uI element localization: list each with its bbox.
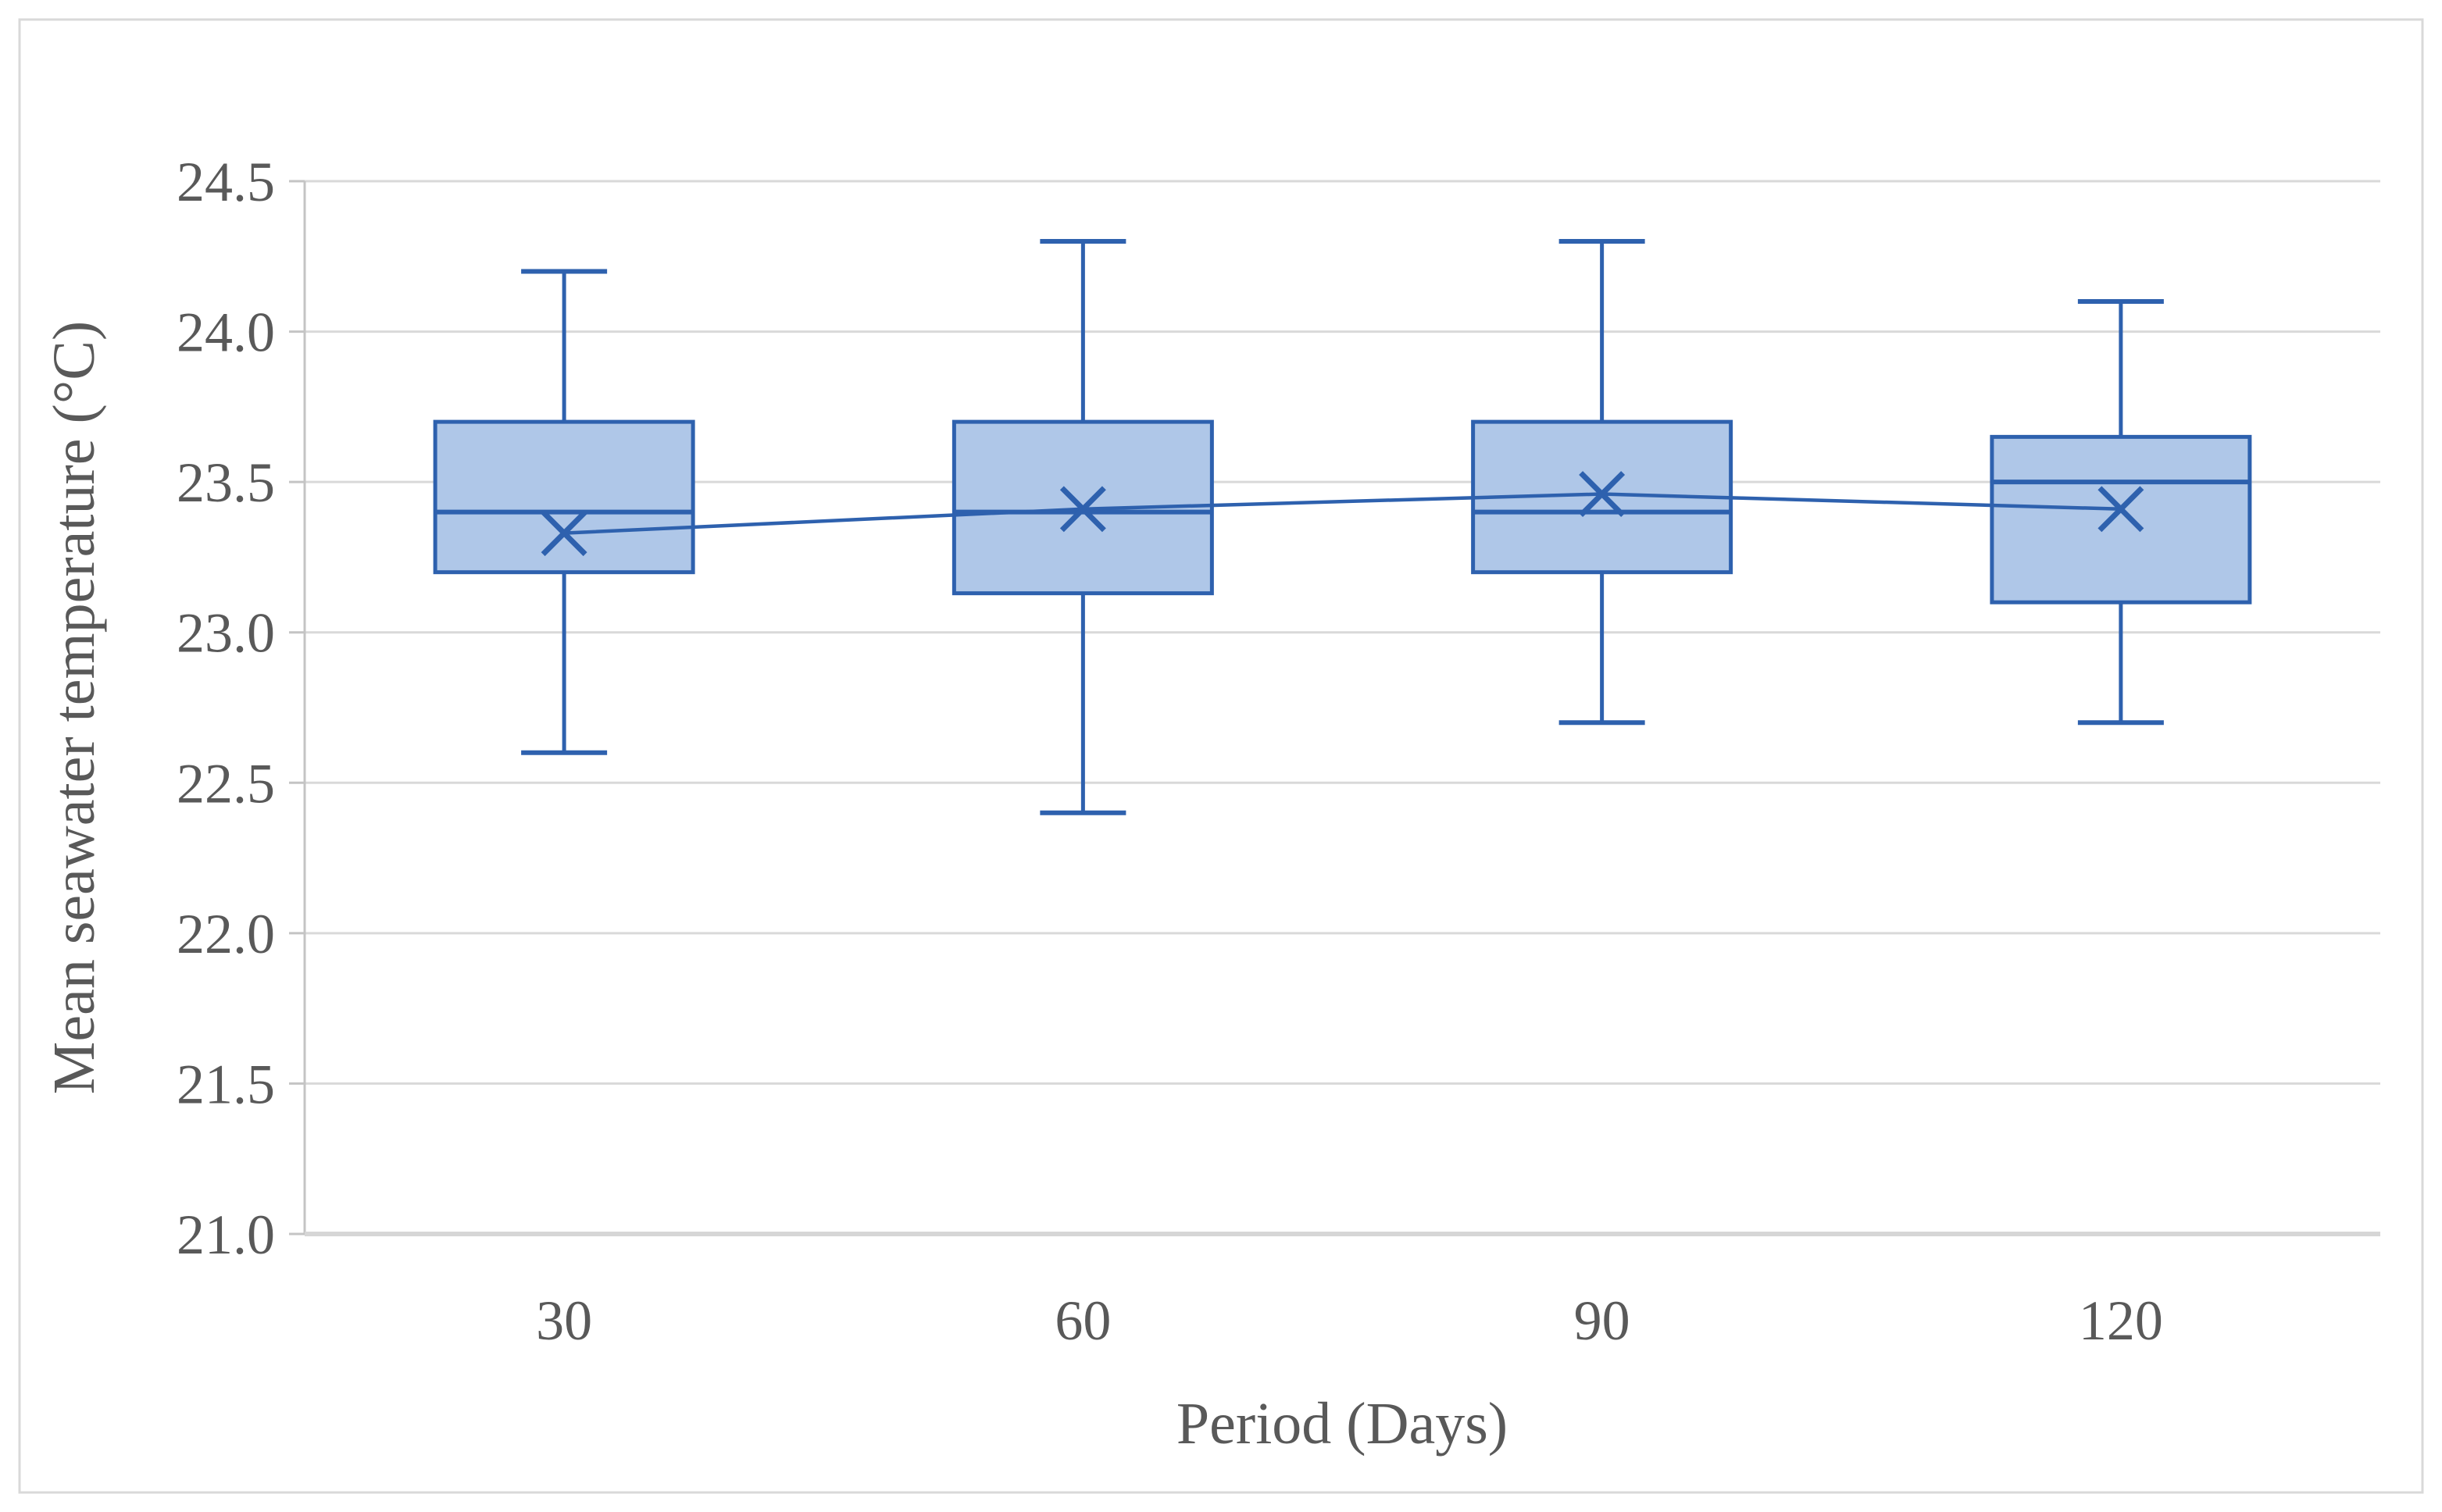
y-tick-label: 22.0 <box>177 903 275 965</box>
y-tick-label: 22.5 <box>177 752 275 815</box>
y-tick-label: 23.5 <box>177 451 275 514</box>
x-tick-label: 120 <box>2079 1289 2163 1352</box>
mean-marker-x <box>1059 486 1106 533</box>
mean-connector-line <box>564 492 2121 535</box>
mean-marker-x <box>2097 486 2144 533</box>
y-tick-label: 23.0 <box>177 602 275 665</box>
iqr-box-120 <box>1990 434 2252 604</box>
mean-marker-x <box>541 510 587 557</box>
y-tick-label: 21.0 <box>177 1204 275 1266</box>
y-axis-title: Mean seawater temperature (°C) <box>41 320 107 1095</box>
figure-border <box>18 18 2424 1494</box>
y-tick-label: 21.5 <box>177 1053 275 1115</box>
x-axis-title: Period (Days) <box>1176 1391 1508 1457</box>
x-tick-label: 60 <box>1055 1289 1111 1352</box>
x-tick-label: 90 <box>1574 1289 1630 1352</box>
y-tick-label: 24.0 <box>177 301 275 364</box>
x-tick-label: 30 <box>536 1289 592 1352</box>
iqr-box-30 <box>433 419 695 575</box>
mean-marker-x <box>1579 471 1626 518</box>
y-tick-label: 24.5 <box>177 151 275 213</box>
